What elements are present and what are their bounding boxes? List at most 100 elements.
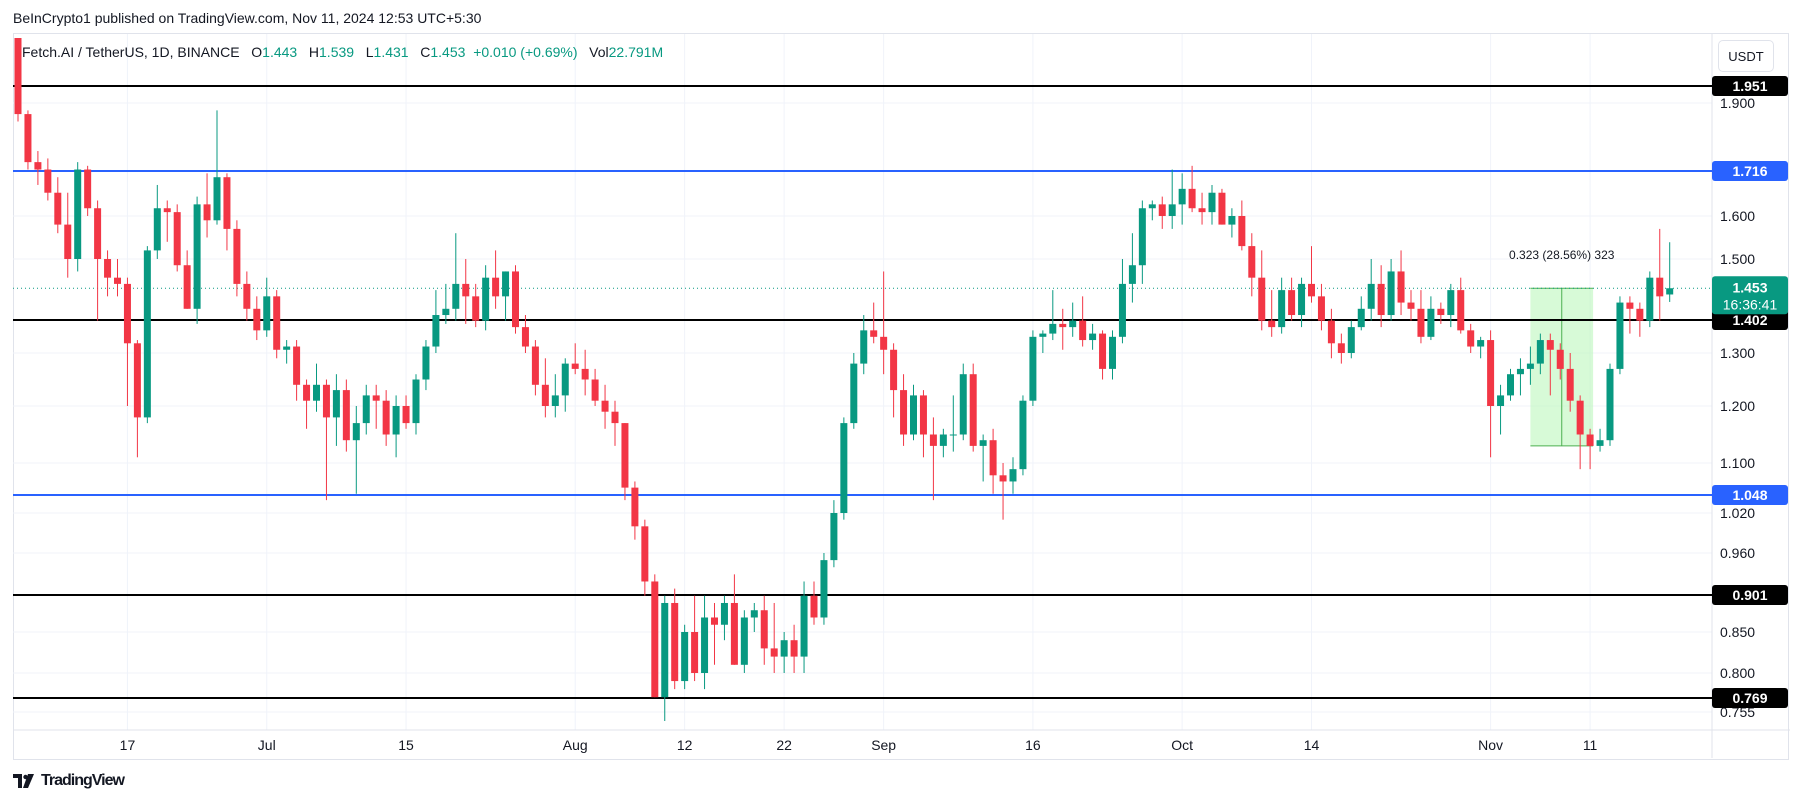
candle-body [730,602,738,665]
candle-body [750,610,758,618]
candle-body [203,204,211,221]
candle-body [352,423,360,441]
currency-button[interactable]: USDT [1718,40,1774,72]
close-label: C [420,44,431,60]
candle-body [213,177,221,221]
candle-body [1109,336,1116,369]
candle-body [1158,204,1166,216]
candle-body [1238,216,1246,247]
candle-body [551,395,559,406]
price-tick-label: 0.800 [1720,665,1755,681]
candle-body [114,277,121,284]
time-tick-label: Aug [563,737,588,753]
time-tick-label: Nov [1478,737,1503,753]
candle-body [1437,308,1445,316]
candle-body [1636,308,1644,321]
change-value: +0.010 (+0.69%) [473,44,578,60]
candle-body [382,400,390,435]
candle-body [1487,340,1495,406]
candle-body [1308,283,1315,297]
candle-body [1367,283,1375,309]
candle-body [233,228,241,284]
candle-body [770,648,778,657]
candle-body [1258,277,1266,321]
candle-body [671,602,679,682]
candle-body [1079,320,1087,341]
candle-body [1198,208,1206,213]
price-tick-label: 1.600 [1720,208,1755,224]
price-tick-label: 0.850 [1720,624,1755,640]
candle-body [1019,400,1027,470]
candle-body [780,640,788,657]
candle-body [1596,440,1604,446]
candle-body [1387,271,1395,316]
candle-body [1556,349,1564,369]
candle-body [472,296,480,321]
ohlc-legend: Fetch.AI / TetherUS, 1D, BINANCE O1.443 … [22,44,663,60]
symbol-label[interactable]: Fetch.AI / TetherUS, 1D, BINANCE [22,44,240,60]
level-badge [1712,76,1788,96]
candle-body [163,208,171,213]
low-label: L [365,44,374,60]
candle-body [183,265,191,309]
candle-body [1118,283,1126,337]
candle-body [1069,320,1077,328]
last-price-badge [1712,276,1788,315]
chart-frame [13,33,1789,760]
candle-body [691,632,699,673]
level-badge [1712,310,1788,330]
candle-body [939,434,947,446]
level-badge-label: 1.048 [1732,487,1767,503]
candle-body [1566,368,1574,401]
candle-body [293,346,301,385]
candle-body [432,315,440,347]
candle-body [422,346,430,380]
candle-body [581,368,589,380]
candle-body [800,595,808,657]
candle-body [979,440,987,446]
time-tick-label: 16 [1025,737,1041,753]
candle-body [790,640,798,657]
candle-body [601,400,609,412]
time-tick-label: Sep [871,737,896,753]
candle-body [571,363,579,369]
time-tick-label: 17 [120,737,136,753]
level-badge [1712,585,1788,605]
candle-body [223,177,231,229]
candle-body [1467,330,1475,347]
candle-body [94,208,102,259]
candle-body [332,390,340,418]
price-tick-label: 1.020 [1720,505,1755,521]
candle-body [711,617,718,625]
candle-body [621,423,629,488]
candle-body [143,250,151,418]
candle-body [1327,320,1335,344]
candle-body [611,411,619,424]
candle-body [1317,296,1325,321]
candle-body [1427,308,1435,337]
candle-body [681,632,689,682]
candle-body [1009,469,1017,482]
time-tick-label: Jul [258,737,276,753]
candle-body [1218,192,1226,225]
candle-body [1089,333,1097,341]
candle-body [1626,302,1634,309]
candle-body [1128,265,1136,284]
candle-body [910,395,917,435]
candle-body [452,283,460,309]
candle-body [840,423,848,513]
candle-body [1188,188,1196,209]
candle-body [1099,333,1107,369]
candle-body [1586,434,1594,446]
candle-body [462,283,470,297]
candle-body [1377,283,1385,316]
time-tick-label: 14 [1304,737,1320,753]
footer-brand[interactable]: TradingView [13,772,125,790]
candle-body [1417,308,1425,337]
candle-body [631,487,639,527]
level-badge-label: 1.951 [1732,78,1767,94]
level-badge [1712,161,1788,181]
open-label: O [251,44,263,60]
candle-body [1059,323,1067,328]
